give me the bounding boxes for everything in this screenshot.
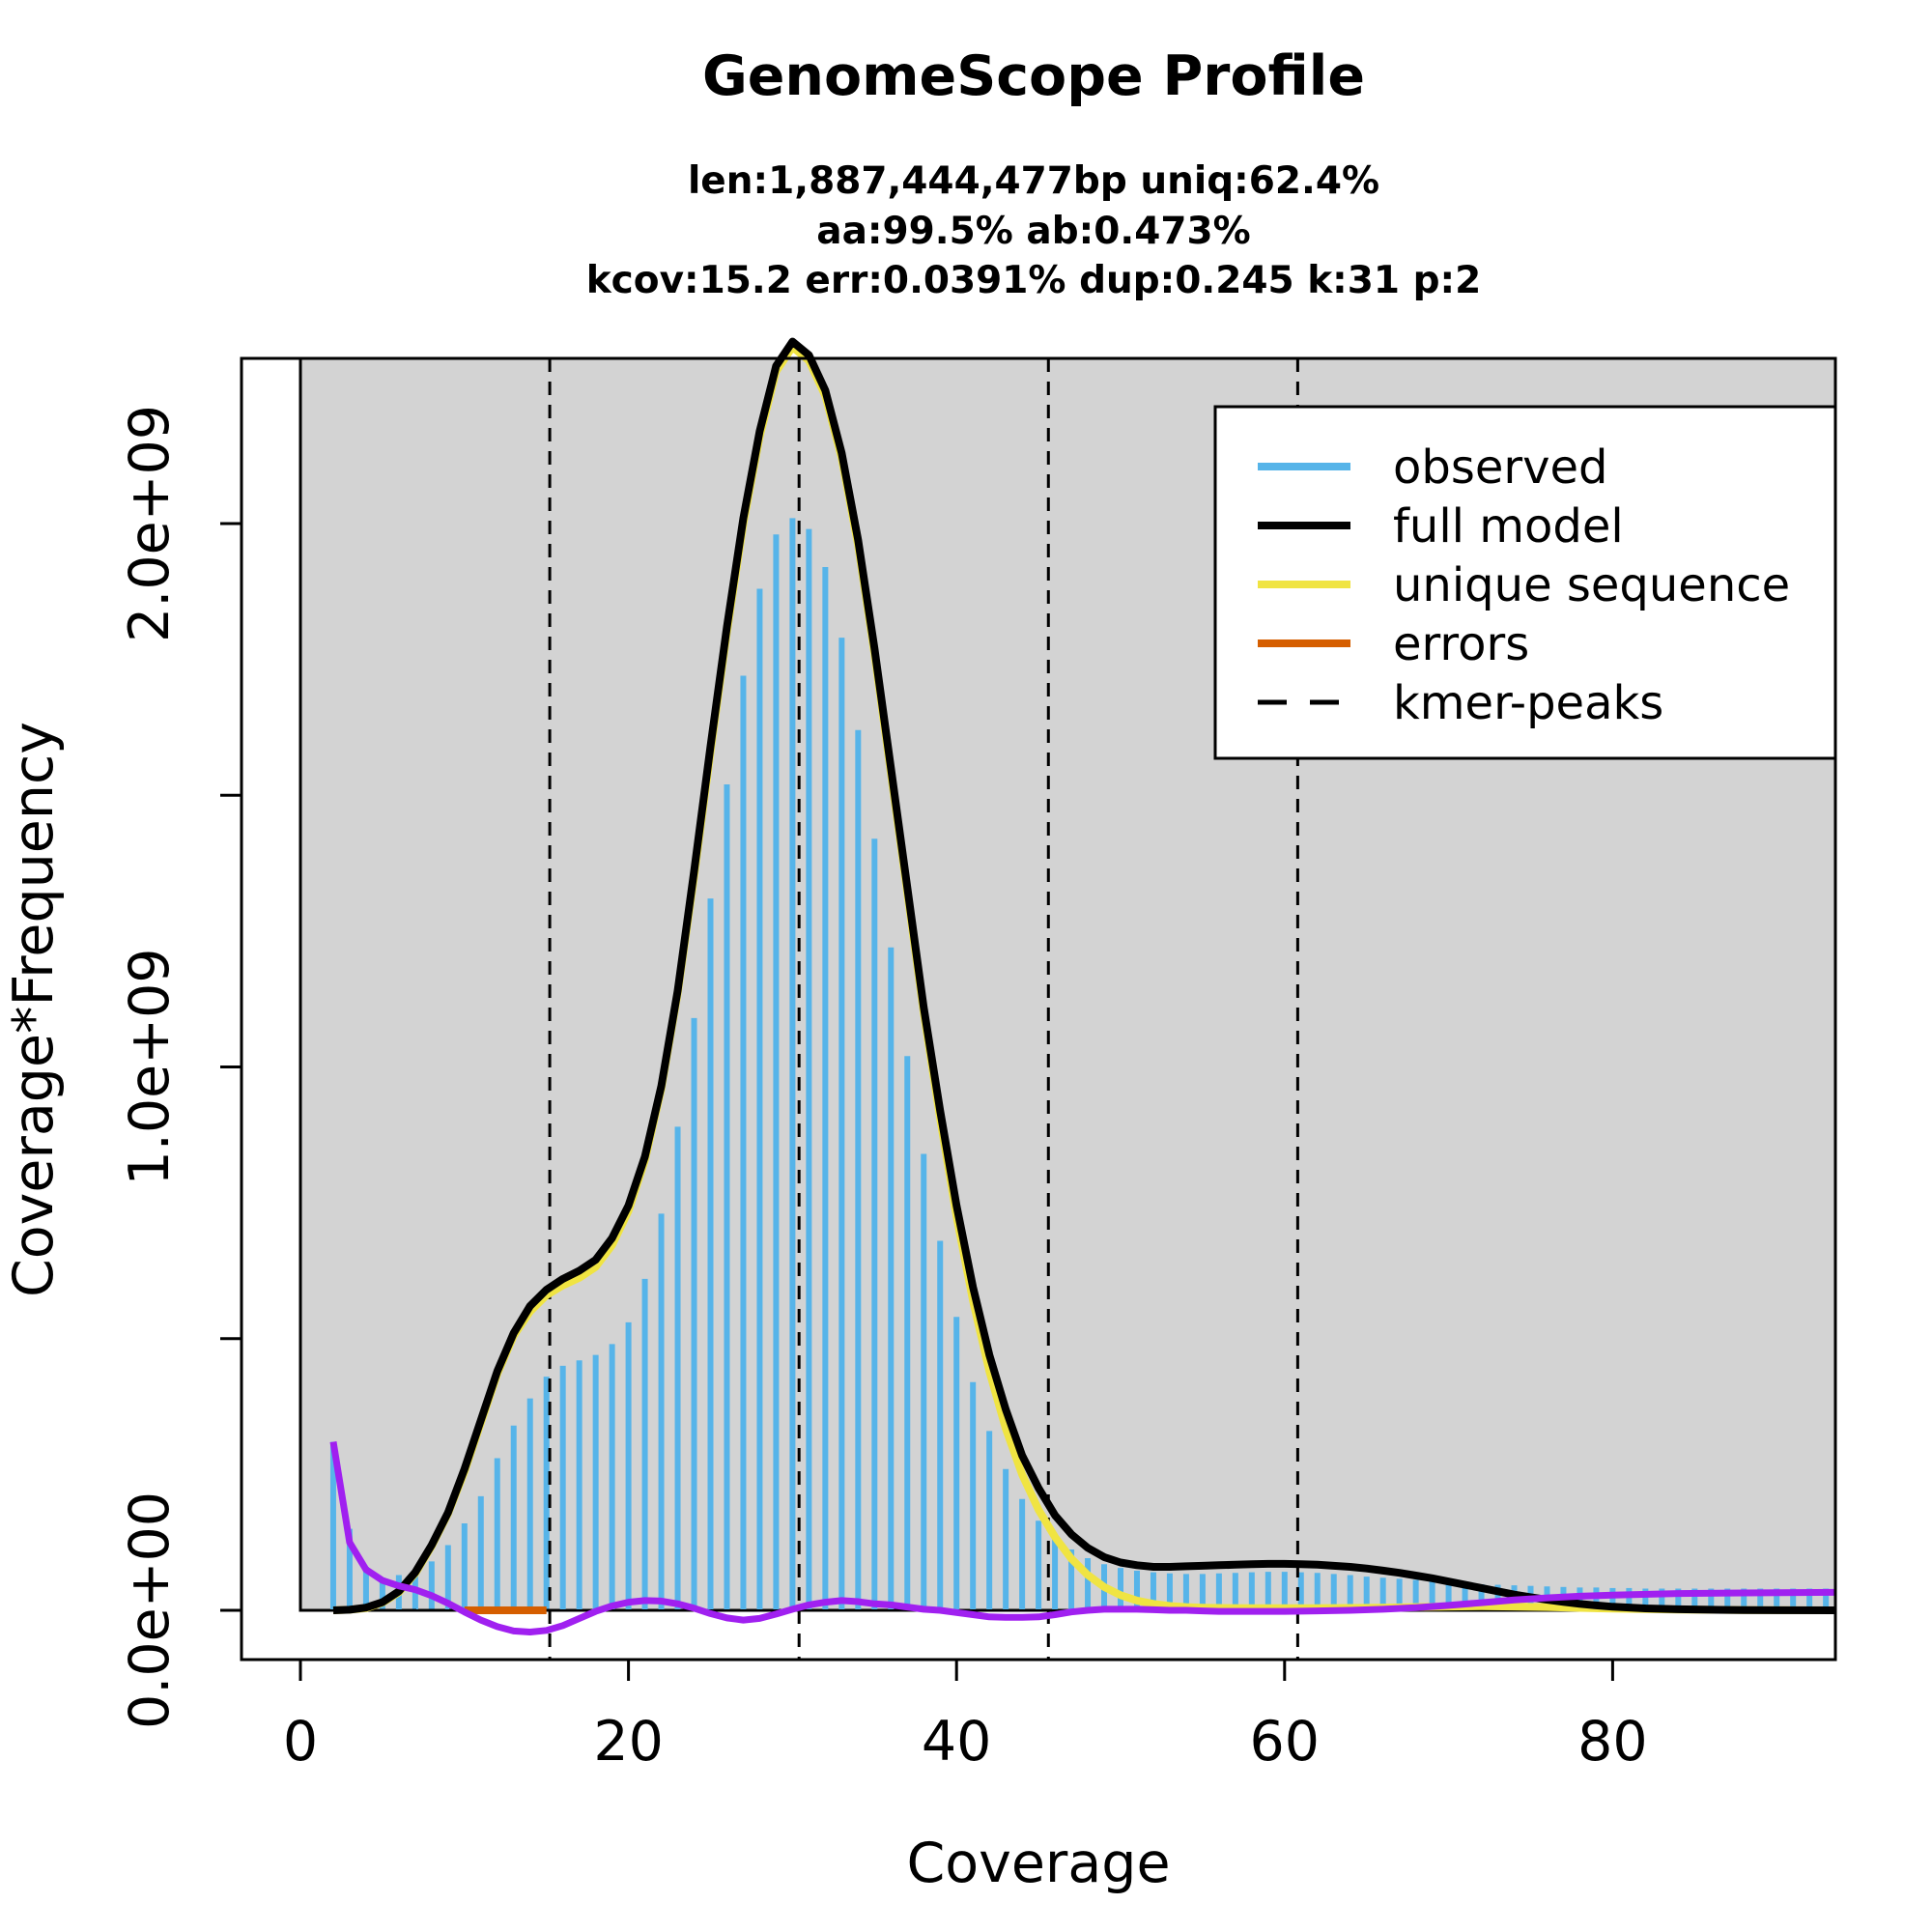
- x-tick-label: 80: [1577, 1710, 1648, 1774]
- y-axis: 0.0e+00 1.0e+09 2.0e+09: [118, 405, 243, 1729]
- subtitle-line-3: kcov:15.2 err:0.0391% dup:0.245 k:31 p:2: [586, 259, 1482, 302]
- model-lines: [329, 337, 1834, 1635]
- legend-label: full model: [1393, 499, 1624, 554]
- x-axis-title: Coverage: [906, 1832, 1170, 1895]
- subtitle-line-1: len:1,887,444,477bp uniq:62.4%: [688, 159, 1379, 203]
- x-tick-label: 20: [593, 1710, 664, 1774]
- chart-title: GenomeScope Profile: [702, 44, 1365, 108]
- y-tick-label: 0.0e+00: [118, 1492, 182, 1729]
- x-tick-label: 0: [283, 1710, 318, 1774]
- full-model-line: [332, 337, 1834, 1614]
- legend-label: observed: [1393, 440, 1608, 495]
- residual-line: [329, 1441, 1834, 1635]
- legend-label: unique sequence: [1393, 558, 1790, 612]
- y-axis-title: Coverage*Frequency: [2, 722, 66, 1297]
- y-tick-label: 2.0e+09: [118, 405, 182, 642]
- legend-label: errors: [1393, 617, 1529, 671]
- x-tick-label: 40: [922, 1710, 992, 1774]
- observed-bars: [329, 518, 1830, 1610]
- y-tick-label: 1.0e+09: [118, 948, 182, 1185]
- subtitle-line-2: aa:99.5% ab:0.473%: [816, 210, 1250, 253]
- legend-label: kmer-peaks: [1393, 676, 1663, 730]
- x-axis: 0 20 40 60 80: [283, 1658, 1648, 1774]
- x-tick-label: 60: [1250, 1710, 1321, 1774]
